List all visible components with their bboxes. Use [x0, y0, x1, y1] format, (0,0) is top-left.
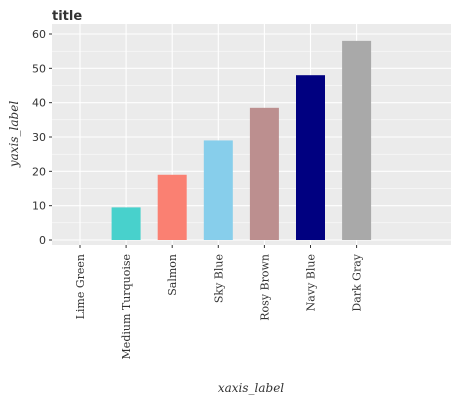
bar-navy-blue [296, 75, 325, 240]
y-tick-label: 60 [32, 28, 46, 41]
y-tick-label: 0 [39, 234, 46, 247]
y-axis-label: yaxis_label [7, 101, 21, 168]
x-tick-label: Salmon [166, 254, 179, 296]
x-tick-label: Rosy Brown [258, 254, 271, 321]
bar-sky-blue [203, 140, 233, 240]
bar-dark-gray [342, 40, 372, 240]
x-tick-label: Lime Green [74, 254, 87, 319]
y-tick-label: 40 [32, 97, 46, 110]
y-axis-ticks: 0 10 20 30 40 50 60 [32, 28, 52, 247]
bar-rosy-brown [249, 107, 279, 240]
x-tick-label: Sky Blue [212, 254, 225, 303]
bar-medium-turquoise [111, 207, 141, 240]
x-axis-ticks: Lime Green Medium Turquoise Salmon Sky Blue… [74, 245, 364, 359]
bars [111, 40, 372, 240]
y-tick-label: 30 [32, 131, 46, 144]
y-tick-label: 20 [32, 165, 46, 178]
x-axis-label: xaxis_label [218, 381, 284, 395]
x-tick-label: Dark Gray [351, 253, 364, 311]
chart-title: title [52, 9, 82, 24]
bar-salmon [157, 174, 187, 240]
y-tick-label: 10 [32, 200, 46, 213]
y-tick-label: 50 [32, 62, 46, 75]
x-tick-label: Medium Turquoise [120, 254, 133, 359]
x-tick-label: Navy Blue [305, 254, 318, 311]
